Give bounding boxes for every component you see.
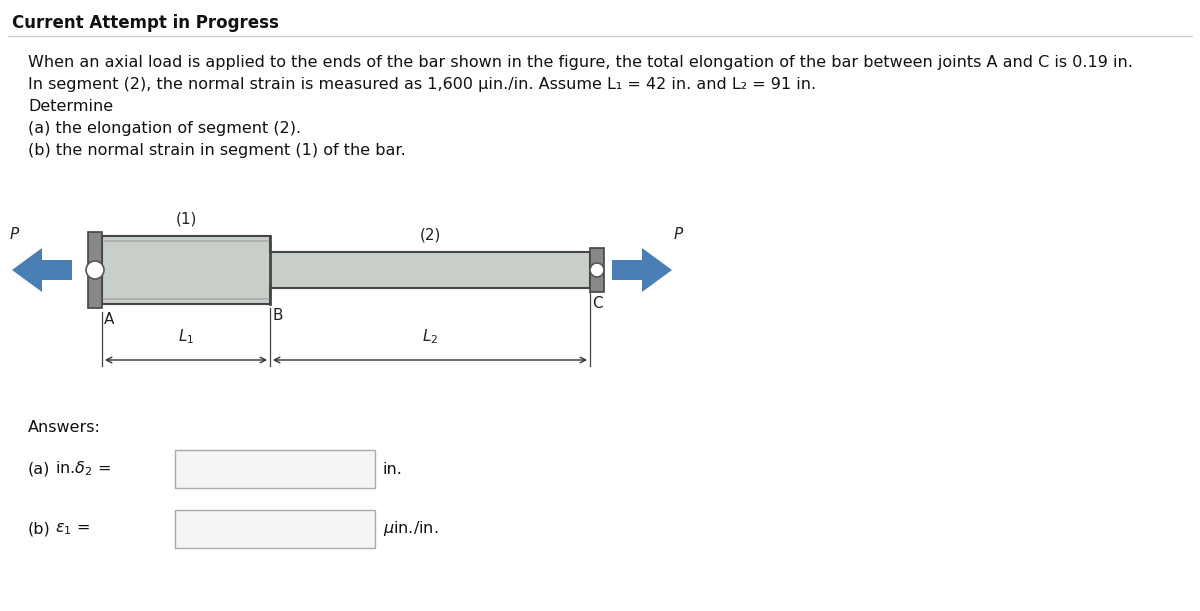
Polygon shape [12, 248, 72, 292]
Text: In segment (2), the normal strain is measured as 1,600 μin./in. Assume L₁ = 42 i: In segment (2), the normal strain is mea… [28, 77, 816, 92]
Polygon shape [612, 248, 672, 292]
Text: Current Attempt in Progress: Current Attempt in Progress [12, 14, 278, 32]
Text: B: B [272, 308, 282, 323]
Text: (a): (a) [28, 461, 50, 477]
Circle shape [86, 261, 104, 279]
Polygon shape [102, 236, 590, 304]
Polygon shape [88, 232, 102, 308]
Text: (a) the elongation of segment (2).: (a) the elongation of segment (2). [28, 121, 301, 136]
Text: (b): (b) [28, 522, 50, 536]
Text: $L_1$: $L_1$ [178, 327, 194, 346]
Text: in.$\delta_2$ =: in.$\delta_2$ = [55, 459, 110, 478]
Text: A: A [104, 312, 114, 327]
Text: $\varepsilon_1$ =: $\varepsilon_1$ = [55, 521, 90, 537]
Polygon shape [590, 248, 604, 292]
Text: (1): (1) [175, 211, 197, 226]
Text: Answers:: Answers: [28, 420, 101, 435]
FancyBboxPatch shape [175, 450, 374, 488]
Text: Determine: Determine [28, 99, 113, 114]
Text: (b) the normal strain in segment (1) of the bar.: (b) the normal strain in segment (1) of … [28, 143, 406, 158]
Text: $\mu$in./in.: $\mu$in./in. [383, 519, 438, 538]
Circle shape [590, 263, 604, 277]
Text: P: P [674, 227, 683, 242]
Text: C: C [592, 296, 602, 311]
Text: (2): (2) [419, 227, 440, 242]
FancyBboxPatch shape [175, 510, 374, 548]
Text: P: P [10, 227, 19, 242]
Text: in.: in. [383, 461, 403, 477]
Text: When an axial load is applied to the ends of the bar shown in the figure, the to: When an axial load is applied to the end… [28, 55, 1133, 70]
Text: $L_2$: $L_2$ [422, 327, 438, 346]
